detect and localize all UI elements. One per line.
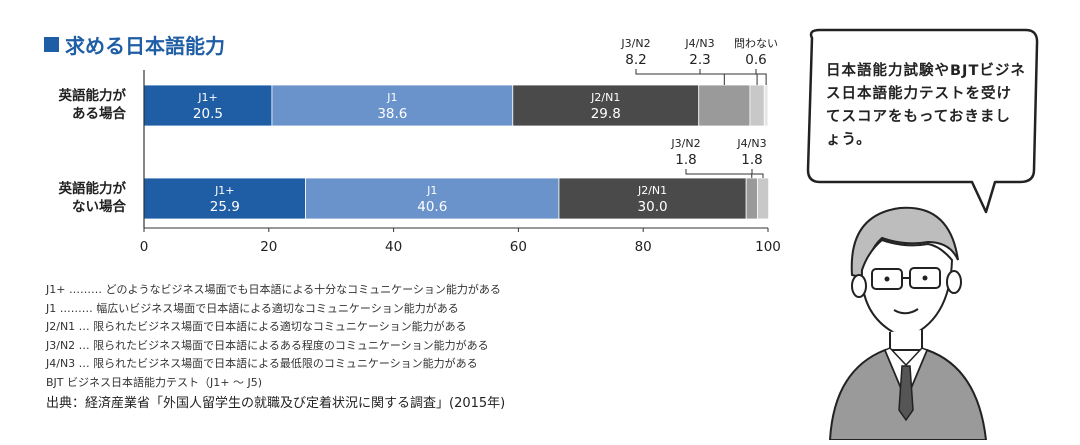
speech-bubble: [806, 28, 1039, 214]
bar-segment: [143, 177, 307, 220]
ear-left: [851, 274, 867, 298]
bar-value-label: 20.5: [193, 106, 223, 122]
bar-segment: [756, 177, 770, 220]
legend-code: J4/N3 …: [46, 357, 94, 370]
stacked-bar-chart: 英語能力がある場合英語能力がない場合J1+20.5J138.6J2/N129.8…: [58, 37, 781, 255]
bar-segment: [143, 84, 273, 127]
callout-value: 8.2: [625, 52, 646, 68]
bar-series-label: J2/N1: [590, 91, 620, 104]
callout-label: J3/N2: [620, 37, 650, 50]
callout-label: J4/N3: [684, 37, 714, 50]
character-illustration: [806, 28, 1039, 440]
row-label: 英語能力が: [58, 180, 127, 197]
callout-value: 0.6: [745, 52, 766, 68]
legend-item: J1+ ……… どのようなビジネス場面でも日本語による十分なコミュニケーション能…: [46, 281, 501, 300]
legend-code: J1+ ………: [46, 283, 106, 296]
x-tick-label: 80: [635, 239, 652, 255]
callout-leader: [635, 69, 725, 85]
row-label: 英語能力が: [58, 87, 127, 104]
callout-label: J3/N2: [670, 137, 700, 150]
bar-segment: [558, 177, 747, 220]
x-tick-label: 40: [385, 239, 402, 255]
row-label: ない場合: [72, 198, 126, 215]
bar-segment: [698, 84, 751, 127]
legend-text: 幅広いビジネス場面で日本語による適切なコミュニケーション能力がある: [96, 301, 459, 315]
bar-value-label: 40.6: [417, 199, 447, 215]
callout-label: J4/N3: [736, 137, 766, 150]
legend-code: J1 ………: [46, 301, 97, 315]
callout-leader: [699, 69, 758, 85]
tie: [898, 365, 914, 422]
bar-value-label: 25.9: [210, 199, 240, 215]
legend-code: J2/N1 …: [46, 320, 94, 333]
callout-value: 2.3: [689, 52, 710, 68]
speech-bubble-text: 日本語能力試験やBJTビジネス日本語能力テストを受けてスコアをもっておきましょう…: [826, 63, 1026, 148]
bar-segment: [745, 177, 758, 220]
neck: [889, 330, 923, 351]
bar-segment: [763, 84, 769, 127]
legend-item: J3/N2 … 限られたビジネス場面で日本語によるある程度のコミュニケーション能…: [46, 337, 501, 356]
bar-series-label: J2/N1: [637, 184, 667, 197]
chart-title: 求める日本語能力: [44, 30, 225, 59]
legend-text: 限られたビジネス場面で日本語によるある程度のコミュニケーション能力がある: [93, 338, 489, 352]
callout-label: 問わない: [734, 37, 778, 50]
legend: J1+ ……… どのようなビジネス場面でも日本語による十分なコミュニケーション能…: [46, 281, 501, 392]
ear-right: [946, 270, 962, 294]
bar-value-label: 29.8: [591, 106, 621, 122]
bar-segment: [512, 84, 700, 127]
bar-series-label: J1+: [214, 184, 234, 197]
callout-value: 1.8: [675, 152, 696, 168]
legend-item: J1 ……… 幅広いビジネス場面で日本語による適切なコミュニケーション能力がある: [46, 300, 501, 319]
mouth: [893, 308, 919, 315]
bar-series-label: J1: [426, 184, 437, 197]
x-tick-label: 60: [510, 239, 527, 255]
x-tick-label: 100: [755, 239, 781, 255]
row-label: ある場合: [72, 105, 126, 122]
chart-title-text: 求める日本語能力: [65, 34, 225, 58]
callout-value: 1.8: [741, 152, 762, 168]
hair: [850, 206, 959, 280]
eye-left: [884, 276, 890, 282]
bar-value-label: 30.0: [638, 199, 668, 215]
bar-segment: [305, 177, 560, 220]
x-tick-label: 0: [140, 239, 149, 255]
legend-item: J4/N3 … 限られたビジネス場面で日本語による最低限のコミュニケーション能力…: [46, 355, 501, 374]
source-note: 出典：経済産業省「外国人留学生の就職及び定着状況に関する調査」(2015年): [46, 396, 506, 411]
legend-text: 限られたビジネス場面で日本語による最低限のコミュニケーション能力がある: [93, 357, 478, 370]
bar-series-label: J1: [386, 91, 397, 104]
legend-code: J3/N2 …: [46, 338, 94, 352]
x-tick-label: 20: [260, 239, 277, 255]
bar-series-label: J1+: [197, 91, 217, 104]
callout-leader: [751, 169, 764, 178]
legend-note: BJT ビジネス日本語能力テスト（J1+ ～ J5): [46, 375, 262, 389]
title-square-icon: [44, 37, 59, 52]
eye-right: [922, 275, 928, 281]
legend-item: J2/N1 … 限られたビジネス場面で日本語による適切なコミュニケーション能力が…: [46, 318, 501, 337]
face: [860, 238, 954, 340]
bar-segment: [749, 84, 765, 127]
callout-leader: [685, 169, 753, 178]
legend-text: 限られたビジネス場面で日本語による適切なコミュニケーション能力がある: [93, 320, 467, 333]
callout-leader: [755, 69, 767, 85]
legend-text: どのようなビジネス場面でも日本語による十分なコミュニケーション能力がある: [105, 283, 501, 296]
bar-value-label: 38.6: [377, 106, 407, 122]
